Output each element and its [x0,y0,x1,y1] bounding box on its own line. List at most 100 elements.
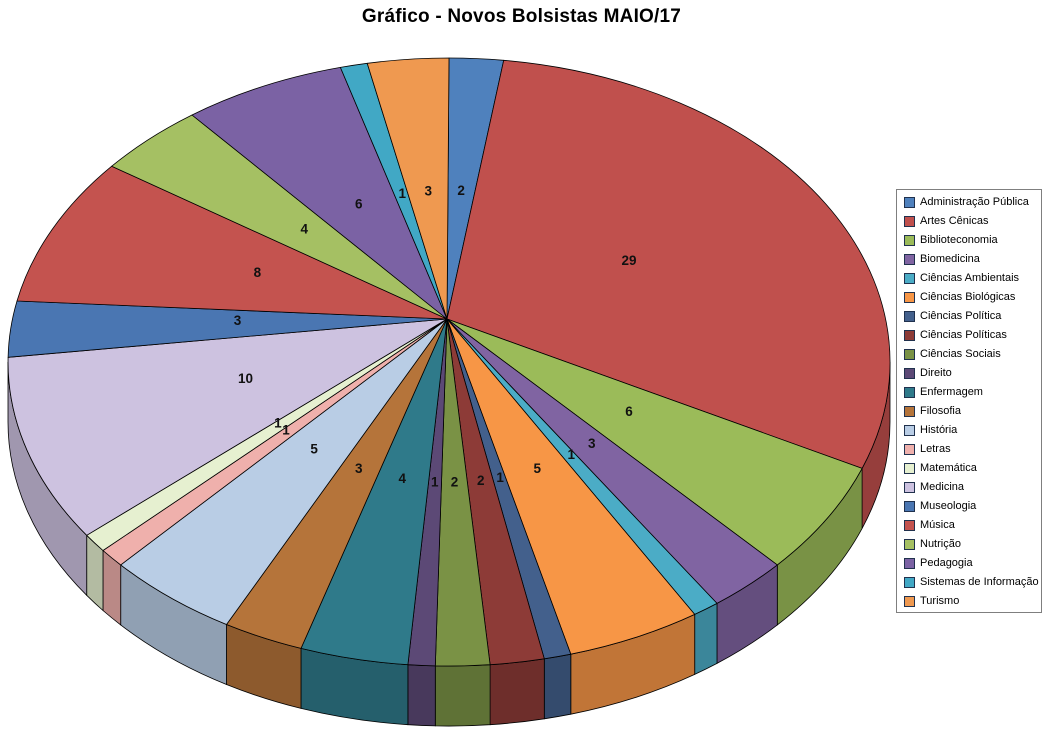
legend-label: Administração Pública [920,196,1029,208]
legend-swatch-enfermagem [904,387,915,398]
legend-item-filosofia: Filosofia [897,402,1041,421]
slice-label-musica: 8 [254,265,262,280]
legend-item-artes-cenicas: Artes Cênicas [897,212,1041,231]
legend-item-ciencias-biologicas: Ciências Biológicas [897,288,1041,307]
legend-swatch-historia [904,425,915,436]
legend-label: Ciências Políticas [920,329,1007,341]
legend-item-biblioteconomia: Biblioteconomia [897,231,1041,250]
pie-wall-ciencias-ambientais [694,602,718,676]
legend-swatch-biomedicina [904,254,915,265]
legend-item-turismo: Turismo [897,592,1041,611]
pie-slice-artes-cenicas [446,59,891,469]
legend-label: Enfermagem [920,386,983,398]
legend-swatch-museologia [904,501,915,512]
legend-item-enfermagem: Enfermagem [897,383,1041,402]
legend-item-medicina: Medicina [897,478,1041,497]
legend-item-matematica: Matemática [897,459,1041,478]
slice-label-medicina: 10 [238,371,253,386]
legend: Administração Pública Artes Cênicas Biblio… [896,189,1042,613]
chart-title: Gráfico - Novos Bolsistas MAIO/17 [361,6,682,27]
legend-label: História [920,424,958,436]
legend-item-direito: Direito [897,364,1041,383]
legend-item-administracao-publica: Administração Pública [897,193,1041,212]
pie-wall-ciencias-politica [543,653,572,720]
slice-label-pedagogia: 6 [355,196,363,211]
legend-swatch-direito [904,368,915,379]
legend-label: Ciências Ambientais [920,272,1020,284]
legend-label: Direito [920,367,952,379]
legend-label: Medicina [920,481,965,493]
pie-slice-musica [16,165,448,320]
slice-label-ciencias-biologicas: 5 [534,461,542,476]
slice-label-enfermagem: 4 [398,471,406,486]
legend-swatch-ciencias-politica [904,311,915,322]
legend-label: Sistemas de Informação [920,576,1039,588]
slice-label-letras: 1 [282,423,290,438]
pie-slice-medicina [7,318,448,536]
legend-label: Filosofia [920,405,961,417]
slice-label-biomedicina: 3 [588,436,596,451]
legend-label: Artes Cênicas [920,215,989,227]
legend-label: Matemática [920,462,977,474]
legend-swatch-administracao-publica [904,197,915,208]
legend-label: Ciências Sociais [920,348,1001,360]
legend-swatch-ciencias-biologicas [904,292,915,303]
slice-label-filosofia: 3 [355,461,363,476]
slice-label-nutricao: 4 [300,222,308,237]
legend-swatch-letras [904,444,915,455]
legend-swatch-pedagogia [904,558,915,569]
legend-item-ciencias-sociais: Ciências Sociais [897,345,1041,364]
legend-label: Letras [920,443,951,455]
legend-swatch-biblioteconomia [904,235,915,246]
legend-item-biomedicina: Biomedicina [897,250,1041,269]
pie-slice-biblioteconomia [446,318,863,566]
legend-item-musica: Música [897,516,1041,535]
legend-item-pedagogia: Pedagogia [897,554,1041,573]
slice-label-administracao-publica: 2 [457,183,465,198]
pie-wall-direito [407,664,436,727]
legend-swatch-artes-cenicas [904,216,915,227]
slice-label-ciencias-sociais: 2 [451,475,459,490]
legend-swatch-turismo [904,596,915,607]
slice-label-ciencias-politica: 1 [496,470,504,485]
legend-label: Museologia [920,500,977,512]
legend-label: Música [920,519,955,531]
pie-slice-pedagogia [191,67,448,320]
slice-label-historia: 5 [310,442,318,457]
slice-label-museologia: 3 [234,313,242,328]
legend-item-ciencias-ambientais: Ciências Ambientais [897,269,1041,288]
legend-swatch-ciencias-politicas [904,330,915,341]
legend-label: Ciências Política [920,310,1002,322]
pie-wall-ciencias-sociais [434,664,491,727]
legend-label: Nutrição [920,538,961,550]
legend-label: Biblioteconomia [920,234,998,246]
slice-label-sistemas-de-informacao: 1 [398,186,406,201]
legend-item-sistemas-de-informacao: Sistemas de Informação [897,573,1041,592]
slice-label-matematica: 1 [274,416,282,431]
legend-item-letras: Letras [897,440,1041,459]
legend-item-ciencias-politica: Ciências Política [897,307,1041,326]
slice-label-ciencias-politicas: 2 [477,473,485,488]
legend-label: Pedagogia [920,557,973,569]
legend-swatch-ciencias-sociais [904,349,915,360]
slice-label-turismo: 3 [424,183,432,198]
legend-item-historia: História [897,421,1041,440]
pie-wall-ciencias-politicas [489,658,545,726]
legend-swatch-nutricao [904,539,915,550]
slice-label-ciencias-ambientais: 1 [568,447,576,462]
slice-label-direito: 1 [431,474,439,489]
legend-item-ciencias-politicas: Ciências Políticas [897,326,1041,345]
legend-swatch-sistemas-de-informacao [904,577,915,588]
legend-swatch-medicina [904,482,915,493]
legend-item-nutricao: Nutrição [897,535,1041,554]
legend-label: Biomedicina [920,253,980,265]
legend-swatch-musica [904,520,915,531]
slice-label-artes-cenicas: 29 [621,253,636,268]
legend-swatch-filosofia [904,406,915,417]
legend-swatch-ciencias-ambientais [904,273,915,284]
legend-label: Ciências Biológicas [920,291,1016,303]
legend-swatch-matematica [904,463,915,474]
legend-item-museologia: Museologia [897,497,1041,516]
